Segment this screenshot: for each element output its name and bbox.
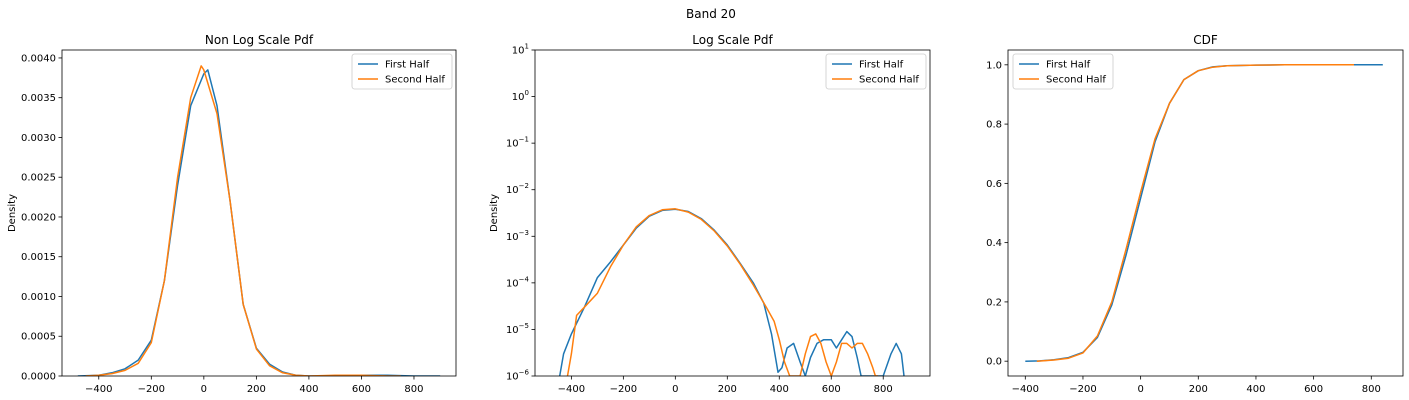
axes-frame [61, 49, 457, 377]
y-axis-label: Density [7, 194, 18, 232]
y-tick-label: 0.0020 [21, 212, 56, 223]
y-tick-label: 0.6 [986, 179, 1002, 190]
y-tick-label: 0.0000 [21, 372, 56, 383]
y-tick-label: 10−1 [506, 136, 529, 150]
x-tick-label: 800 [1362, 384, 1381, 395]
y-tick-label: 0.0015 [21, 252, 56, 263]
x-tick-label: 200 [718, 384, 737, 395]
x-tick-label: −400 [1012, 384, 1039, 395]
legend-entry: First Half [1046, 60, 1091, 71]
axes-frame [534, 49, 931, 377]
legend-entry: Second Half [1046, 75, 1106, 86]
x-tick-label: 800 [404, 384, 423, 395]
chart-title: Non Log Scale Pdf [205, 33, 314, 47]
y-tick-label: 0.0035 [21, 93, 56, 104]
series-line-first-half [1025, 64, 1383, 362]
series-line-second-half [1036, 64, 1354, 362]
y-tick-label: 101 [512, 43, 529, 57]
y-tick-label: 0.2 [986, 297, 1002, 308]
x-tick-label: 0 [201, 384, 207, 395]
y-tick-label: 0.0 [986, 357, 1002, 368]
y-tick-label: 10−2 [506, 182, 529, 196]
x-tick-label: −200 [610, 384, 637, 395]
y-tick-label: 10−3 [506, 229, 529, 243]
series-line-first-half [77, 69, 441, 376]
legend-entry: First Half [385, 60, 430, 71]
figure-suptitle: Band 20 [686, 7, 736, 21]
x-tick-label: −200 [138, 384, 165, 395]
legend-box [1012, 53, 1114, 90]
series-line-first-half [558, 208, 905, 376]
y-tick-label: 0.0005 [21, 332, 56, 343]
chart-panel-2: −400 −200 0 200 400 600 800 10−6 10−5 10−4 10−3 10−… [489, 33, 931, 395]
legend-entry: First Half [859, 60, 904, 71]
x-tick-label: 0 [672, 384, 678, 395]
legend-entry: Second Half [859, 75, 919, 86]
legend-box [351, 53, 453, 90]
x-tick-label: 600 [352, 384, 371, 395]
chart-panel-1: −400 −200 0 200 400 600 800 0.0000 0.0005 0.0010 0… [7, 33, 457, 395]
y-tick-label: 0.0025 [21, 173, 56, 184]
chart-title: CDF [1193, 33, 1218, 47]
x-tick-label: −400 [558, 384, 585, 395]
y-axis-label: Density [489, 194, 500, 232]
x-tick-label: 200 [1189, 384, 1208, 395]
x-tick-label: 400 [1246, 384, 1265, 395]
x-tick-label: 800 [874, 384, 893, 395]
legend-entry: Second Half [385, 75, 445, 86]
x-tick-label: −400 [85, 384, 112, 395]
x-tick-label: 200 [247, 384, 266, 395]
x-tick-label: 600 [1304, 384, 1323, 395]
legend: First Half Second Half [825, 53, 927, 90]
y-tick-label: 10−5 [506, 322, 529, 336]
legend: First Half Second Half [1012, 53, 1114, 90]
y-tick-label: 0.4 [986, 238, 1002, 249]
y-tick-label: 100 [512, 89, 529, 103]
legend: First Half Second Half [351, 53, 453, 90]
y-tick-label: 0.0040 [21, 53, 56, 64]
y-tick-label: 1.0 [986, 60, 1002, 71]
chart-panel-3: −400 −200 0 200 400 600 800 0.0 0.2 0.4 0.6 0.8 1.0 C… [986, 33, 1404, 395]
axes-frame [1007, 49, 1404, 377]
y-tick-label: 0.0010 [21, 292, 56, 303]
chart-title: Log Scale Pdf [692, 33, 773, 47]
series-line-second-half [85, 65, 401, 376]
x-tick-label: 0 [1137, 384, 1143, 395]
y-tick-label: 10−6 [506, 369, 530, 383]
x-tick-label: −200 [1069, 384, 1096, 395]
y-tick-label: 10−4 [506, 275, 530, 289]
x-tick-label: 400 [770, 384, 789, 395]
series-line-second-half [566, 208, 878, 376]
y-tick-label: 0.8 [986, 120, 1002, 131]
x-tick-label: 600 [822, 384, 841, 395]
x-tick-label: 400 [299, 384, 318, 395]
legend-box [825, 53, 927, 90]
y-tick-label: 0.0030 [21, 133, 56, 144]
